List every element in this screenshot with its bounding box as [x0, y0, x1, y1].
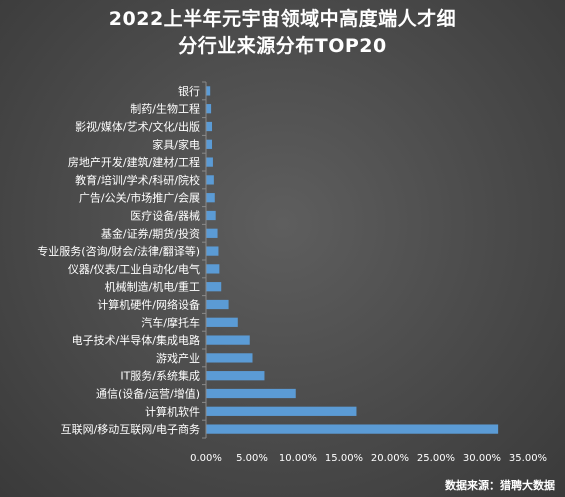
bar [206, 228, 218, 238]
bar [206, 353, 253, 363]
bar [206, 335, 250, 345]
category-label: 影视/媒体/艺术/文化/出版 [75, 120, 200, 134]
chart-title-line2: 分行业来源分布TOP20 [178, 35, 387, 57]
category-label: 游戏产业 [156, 351, 200, 365]
bar [206, 175, 214, 185]
category-label: 互联网/移动互联网/电子商务 [61, 422, 200, 436]
category-label: 房地产开发/建筑/建材/工程 [68, 155, 200, 169]
category-label: 医疗设备/器械 [130, 209, 200, 223]
category-label: 机械制造/机电/重工 [105, 280, 200, 294]
category-label: 仪器/仪表/工业自动化/电气 [68, 262, 200, 276]
x-tick-label: 35.00% [509, 453, 547, 464]
bar [206, 246, 219, 256]
x-tick-label: 15.00% [325, 453, 363, 464]
bar [206, 282, 222, 292]
bar [206, 299, 229, 310]
category-label: 电子技术/半导体/集成电路 [72, 333, 200, 347]
x-tick-label: 0.00% [190, 453, 222, 464]
bar [206, 388, 296, 399]
bar [206, 424, 499, 434]
category-label: 计算机软件 [145, 404, 200, 418]
chart-title-line1: 2022上半年元宇宙领域中高度端人才细 [108, 8, 457, 30]
category-label: 教育/培训/学术/科研/院校 [75, 173, 200, 187]
category-label: 汽车/摩托车 [141, 315, 200, 329]
x-tick-label: 30.00% [463, 453, 501, 464]
bar [206, 157, 213, 167]
bar [206, 406, 357, 416]
bar [206, 121, 213, 132]
bar [206, 104, 212, 114]
bar [206, 193, 215, 203]
category-label: 计算机硬件/网络设备 [97, 298, 200, 312]
x-tick-label: 10.00% [279, 453, 317, 464]
bar [206, 139, 213, 149]
x-tick-label: 25.00% [417, 453, 455, 464]
category-label: 基金/证券/期货/投资 [101, 226, 200, 240]
bar [206, 210, 216, 221]
category-label: 银行 [178, 84, 200, 98]
category-label: IT服务/系统集成 [120, 369, 200, 383]
category-label: 家具/家电 [152, 137, 200, 151]
x-tick-label: 5.00% [236, 453, 268, 464]
category-label: 制药/生物工程 [130, 102, 200, 116]
x-tick-label: 20.00% [371, 453, 409, 464]
bar [206, 86, 211, 96]
category-label: 专业服务(咨询/财会/法律/翻译等) [37, 244, 200, 258]
category-label: 通信(设备/运营/增值) [96, 387, 200, 401]
bar [206, 317, 238, 327]
bar [206, 264, 220, 274]
category-label: 广告/公关/市场推广/会展 [79, 191, 200, 205]
data-source: 数据来源：猎聘大数据 [445, 479, 555, 492]
bar [206, 371, 265, 381]
